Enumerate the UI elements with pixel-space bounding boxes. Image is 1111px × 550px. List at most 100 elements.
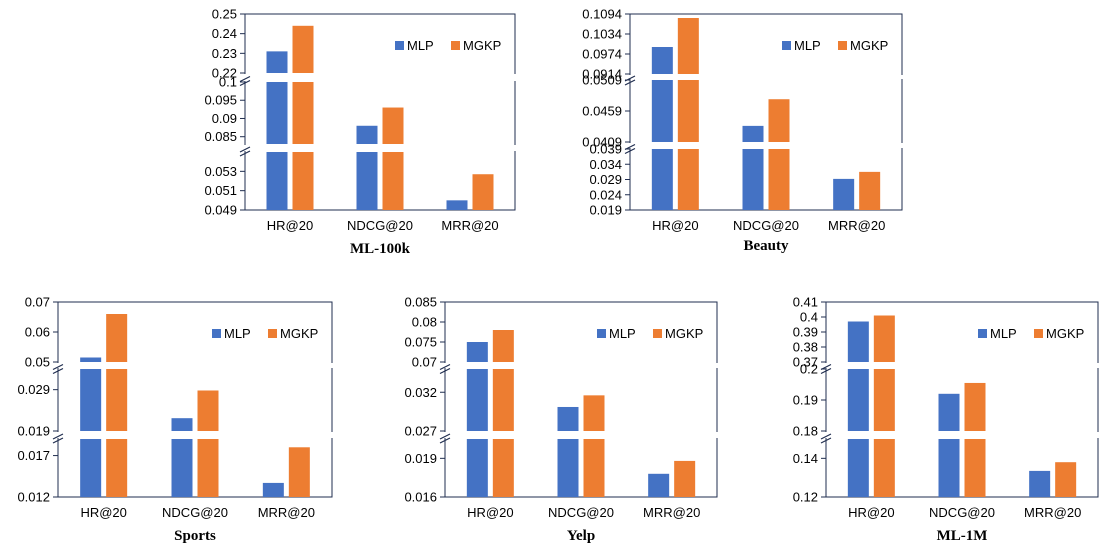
bar-mlp-ndcg-20 [938,393,960,431]
legend-swatch-mlp [978,329,987,338]
legend-swatch-mgkp [1034,329,1043,338]
bar-mlp-hr-20 [651,47,673,74]
axis-break-mark [439,363,451,375]
y-tick-label: 0.08 [412,315,437,330]
y-tick-label: 0.4 [800,310,818,325]
bar-mgkp-hr-20 [873,369,895,431]
bar-mlp-hr-20 [80,439,102,497]
x-tick-label: NDCG@20 [548,505,614,520]
y-tick-label: 0.0459 [582,104,622,119]
bar-mlp-ndcg-20 [742,125,764,142]
y-tick-label: 0.12 [793,490,818,505]
bar-mgkp-hr-20 [292,82,314,144]
axis-break-mark [239,75,251,87]
axis-break-mark [624,75,636,86]
bar-mgkp-mrr-20 [674,460,696,497]
bar-mlp-mrr-20 [446,200,468,210]
y-tick-label: 0.14 [793,451,818,466]
bar-mgkp-hr-20 [677,80,699,142]
bar-mgkp-ndcg-20 [382,107,404,144]
bar-mlp-hr-20 [80,357,102,362]
axis-break-gap [629,143,903,148]
y-tick-label: 0.016 [404,490,437,505]
legend-swatch-mgkp [653,329,662,338]
bar-mgkp-ndcg-20 [197,439,219,497]
y-tick-label: 0.039 [589,142,622,157]
x-tick-label: MRR@20 [828,218,885,233]
bar-mlp-ndcg-20 [557,439,579,497]
bar-mgkp-ndcg-20 [964,382,986,431]
bar-mlp-hr-20 [266,152,288,210]
legend-label-mgkp: MGKP [1046,326,1084,341]
bar-mlp-hr-20 [847,321,869,362]
bar-mlp-hr-20 [651,149,673,210]
bar-mlp-hr-20 [80,369,102,431]
bar-mlp-mrr-20 [1029,470,1051,497]
bar-mgkp-hr-20 [677,149,699,210]
y-tick-label: 0.019 [589,203,622,218]
bar-mgkp-hr-20 [492,439,514,497]
y-tick-label: 0.017 [17,448,50,463]
bar-mgkp-mrr-20 [859,171,881,210]
y-tick-label: 0.19 [793,393,818,408]
legend-label-mgkp: MGKP [280,326,318,341]
chart-panel-3: 0.012 0.017 0.019 0.029 0.05 0.06 0.07 HR@20 NDC… [17,295,333,544]
y-tick-label: 0.085 [404,295,437,310]
axis-break-gap [444,363,718,368]
legend-label-mlp: MLP [609,326,636,341]
bar-mlp-ndcg-20 [171,418,193,431]
axis-break-mark [239,146,251,157]
chart-title: Beauty [744,238,790,254]
axis-break-gap [57,363,333,368]
axis-break-gap [825,432,1099,438]
y-tick-label: 0.032 [404,385,437,400]
y-tick-label: 0.23 [212,46,237,61]
x-tick-label: MRR@20 [441,218,498,233]
y-tick-label: 0.029 [589,172,622,187]
legend-swatch-mgkp [268,329,277,338]
plot-frame [57,301,333,498]
axis-break-mark [820,433,832,444]
y-tick-label: 0.0974 [582,47,622,62]
bar-mlp-mrr-20 [262,482,284,497]
y-tick-label: 0.024 [589,187,622,202]
bar-mlp-ndcg-20 [356,125,378,144]
chart-panel-1: 0.049 0.051 0.053 0.085 0.09 0.095 0.10.22 0.23… [204,7,516,257]
x-tick-label: NDCG@20 [162,505,228,520]
y-tick-label: 0.07 [412,355,437,370]
legend-label-mlp: MLP [990,326,1017,341]
chart-panel-4: 0.016 0.019 0.027 0.032 0.07 0.075 0.08 0.085 HR… [404,295,718,544]
x-tick-label: HR@20 [80,505,126,520]
legend-label-mlp: MLP [224,326,251,341]
y-tick-label: 0.1 [219,75,237,90]
legend-swatch-mlp [782,41,791,50]
bar-mgkp-mrr-20 [472,174,494,210]
bar-mgkp-ndcg-20 [382,152,404,210]
bar-mgkp-hr-20 [492,369,514,431]
chart-panel-5: 0.12 0.14 0.18 0.19 0.20.370.380.390.40.41 HR… [793,295,1099,544]
y-tick-label: 0.095 [204,93,237,108]
y-tick-label: 0.027 [404,424,437,439]
x-tick-label: NDCG@20 [347,218,413,233]
bar-mgkp-hr-20 [292,25,314,73]
bar-mgkp-ndcg-20 [583,395,605,431]
bar-mgkp-hr-20 [292,152,314,210]
y-tick-label: 0.07 [25,295,50,310]
legend-label-mgkp: MGKP [850,38,888,53]
x-tick-label: HR@20 [467,505,513,520]
plot-frame [629,13,903,211]
bar-mgkp-ndcg-20 [197,390,219,431]
bar-mgkp-ndcg-20 [964,439,986,497]
bar-mlp-hr-20 [466,439,488,497]
axis-break-gap [825,363,1099,368]
x-tick-label: MRR@20 [643,505,700,520]
bar-mlp-hr-20 [651,80,673,142]
x-tick-label: HR@20 [848,505,894,520]
legend-label-mlp: MLP [794,38,821,53]
chart-title: ML-1M [937,528,988,544]
y-tick-label: 0.029 [17,382,50,397]
y-tick-label: 0.38 [793,340,818,355]
axis-break-gap [57,432,333,438]
